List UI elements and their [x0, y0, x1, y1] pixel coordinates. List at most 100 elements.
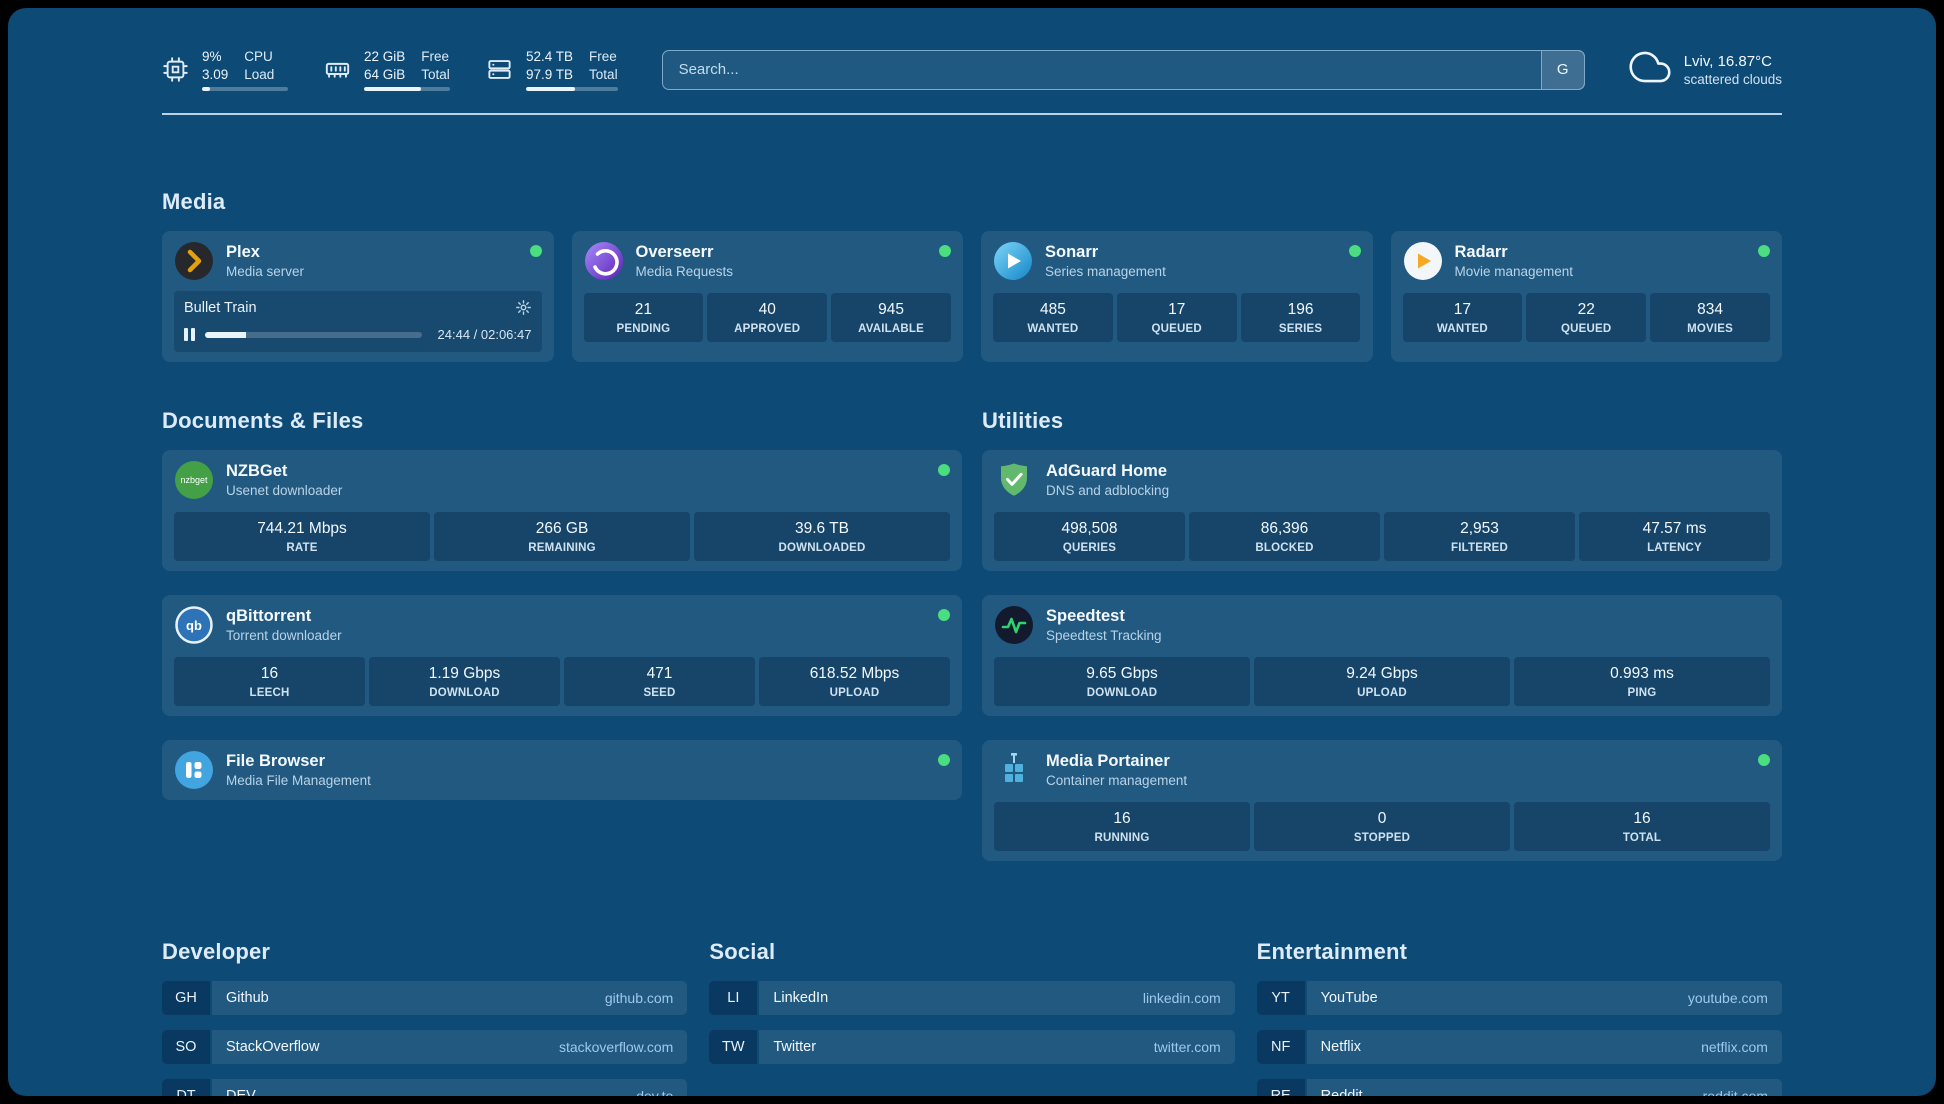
bookmark-dev[interactable]: DT DEV dev.to	[162, 1079, 688, 1096]
bookmark-name: DEV	[226, 1088, 256, 1096]
service-link-filebrowser[interactable]: File Browser Media File Management	[174, 750, 950, 790]
stat-rate: 744.21 Mbps RATE	[174, 512, 430, 561]
service-name: Speedtest	[1046, 607, 1125, 625]
now-playing-title: Bullet Train	[184, 299, 257, 316]
service-link-plex[interactable]: Plex Media server	[174, 241, 542, 281]
dashboard-panel: 9% 3.09 CPU Load	[8, 8, 1936, 1096]
bookmark-domain: netflix.com	[1701, 1039, 1768, 1055]
service-name: Radarr	[1454, 243, 1508, 261]
stat-download: 9.65 Gbps DOWNLOAD	[994, 657, 1250, 706]
service-link-speedtest[interactable]: Speedtest Speedtest Tracking	[994, 605, 1770, 645]
memory-progress-bar	[364, 87, 450, 92]
service-link-sonarr[interactable]: Sonarr Series management	[993, 241, 1361, 281]
bookmark-abbr: GH	[162, 981, 210, 1015]
service-subtitle: Media server	[226, 264, 305, 279]
plex-icon	[174, 241, 214, 281]
status-dot	[938, 609, 950, 621]
disk-free-value: 52.4 TB	[526, 48, 574, 64]
stat-available: 945 AVAILABLE	[831, 293, 951, 342]
service-link-nzbget[interactable]: nzbget NZBGet Usenet downloader	[174, 460, 950, 500]
bookmark-name: LinkedIn	[773, 990, 829, 1006]
search-input[interactable]	[661, 49, 1585, 90]
section-title-developer: Developer	[162, 939, 271, 964]
service-name: NZBGet	[226, 462, 288, 480]
stat-running: 16 RUNNING	[994, 802, 1250, 851]
service-card-qbittorrent: qb qBittorrent Torrent downloader 16	[162, 595, 962, 716]
stat-pending: 21 PENDING	[583, 293, 704, 342]
service-link-overseerr[interactable]: Overseerr Media Requests	[584, 241, 951, 281]
svg-text:qb: qb	[186, 618, 202, 633]
bookmark-group-entertainment: Entertainment YT YouTube youtube.com NF …	[1256, 939, 1782, 1096]
cloud-icon	[1629, 46, 1671, 93]
disk-free-label: Free	[589, 48, 617, 64]
search: G	[661, 49, 1585, 90]
bookmark-name: Netflix	[1320, 1039, 1361, 1055]
service-name: Overseerr	[635, 243, 714, 261]
service-link-adguard[interactable]: AdGuard Home DNS and adblocking	[994, 460, 1770, 500]
bookmark-name: Reddit	[1320, 1088, 1363, 1096]
bookmark-domain: youtube.com	[1687, 990, 1768, 1006]
service-name: File Browser	[226, 752, 326, 770]
service-subtitle: Movie management	[1454, 264, 1574, 279]
bookmark-abbr: RE	[1256, 1079, 1305, 1096]
pause-button[interactable]	[184, 328, 195, 341]
memory-total-label: Total	[421, 66, 450, 82]
section-title-media: Media	[162, 189, 226, 214]
status-dot	[938, 754, 950, 766]
stat-series: 196 SERIES	[1240, 293, 1361, 342]
service-link-radarr[interactable]: Radarr Movie management	[1403, 241, 1770, 281]
stat-queries: 498,508 QUERIES	[994, 512, 1185, 561]
bookmark-abbr: LI	[709, 981, 758, 1015]
bookmark-abbr: TW	[709, 1030, 758, 1064]
section-title-documents: Documents & Files	[162, 408, 364, 433]
bookmark-domain: linkedin.com	[1142, 990, 1221, 1006]
service-stats: 9.65 Gbps DOWNLOAD 9.24 Gbps UPLOAD 0.99…	[994, 657, 1770, 706]
disk-icon	[486, 56, 513, 83]
service-name: qBittorrent	[226, 607, 312, 625]
service-stats: 498,508 QUERIES 86,396 BLOCKED 2,953 FIL…	[994, 512, 1770, 561]
radarr-icon	[1403, 241, 1443, 281]
bookmark-domain: reddit.com	[1702, 1088, 1768, 1096]
memory-free-label: Free	[421, 48, 450, 64]
bookmark-reddit[interactable]: RE Reddit reddit.com	[1256, 1079, 1782, 1096]
playback-progress[interactable]	[204, 331, 422, 338]
service-link-portainer[interactable]: Media Portainer Container management	[994, 750, 1770, 790]
topbar: 9% 3.09 CPU Load	[162, 46, 1782, 93]
weather-widget: Lviv, 16.87°C scattered clouds	[1629, 46, 1782, 93]
bookmark-linkedin[interactable]: LI LinkedIn linkedin.com	[709, 981, 1235, 1015]
bookmark-stackoverflow[interactable]: SO StackOverflow stackoverflow.com	[162, 1030, 688, 1064]
service-stats: 16 RUNNING 0 STOPPED 16 TOTAL	[994, 802, 1770, 851]
status-dot	[529, 245, 542, 257]
qbittorrent-icon: qb	[174, 605, 214, 645]
bookmark-group-social: Social LI LinkedIn linkedin.com TW Twitt…	[709, 939, 1235, 1096]
bookmark-domain: github.com	[604, 990, 674, 1006]
status-dot	[1348, 245, 1361, 257]
memory-free-value: 22 GiB	[364, 48, 406, 64]
disk-progress-bar	[526, 87, 618, 92]
gear-icon[interactable]	[515, 299, 532, 316]
stat-leech: 16 LEECH	[174, 657, 365, 706]
section-title-utilities: Utilities	[982, 408, 1064, 433]
service-name: Media Portainer	[1046, 752, 1170, 770]
service-card-portainer: Media Portainer Container management 16 …	[982, 740, 1782, 861]
cpu-label: CPU	[244, 48, 273, 64]
bookmark-domain: dev.to	[636, 1088, 674, 1096]
service-stats: 485 WANTED 17 QUEUED 196 SERIES	[993, 293, 1361, 342]
service-subtitle: Media File Management	[226, 773, 371, 788]
search-provider-button[interactable]: G	[1540, 49, 1585, 90]
stat-remaining: 266 GB REMAINING	[434, 512, 690, 561]
stat-blocked: 86,396 BLOCKED	[1189, 512, 1380, 561]
section-title-entertainment: Entertainment	[1256, 939, 1408, 964]
cpu-widget: 9% 3.09 CPU Load	[162, 48, 288, 92]
bookmark-youtube[interactable]: YT YouTube youtube.com	[1256, 981, 1782, 1015]
service-card-plex: Plex Media server Bullet Train	[162, 231, 554, 362]
bookmark-name: Twitter	[773, 1039, 817, 1055]
cpu-progress-bar	[202, 87, 288, 92]
bookmark-netflix[interactable]: NF Netflix netflix.com	[1256, 1030, 1782, 1064]
bookmark-name: YouTube	[1320, 990, 1378, 1006]
bookmark-twitter[interactable]: TW Twitter twitter.com	[709, 1030, 1235, 1064]
bookmark-github[interactable]: GH Github github.com	[162, 981, 688, 1015]
now-playing: Bullet Train	[174, 291, 542, 352]
bookmark-name: StackOverflow	[226, 1039, 320, 1055]
service-link-qbittorrent[interactable]: qb qBittorrent Torrent downloader	[174, 605, 950, 645]
